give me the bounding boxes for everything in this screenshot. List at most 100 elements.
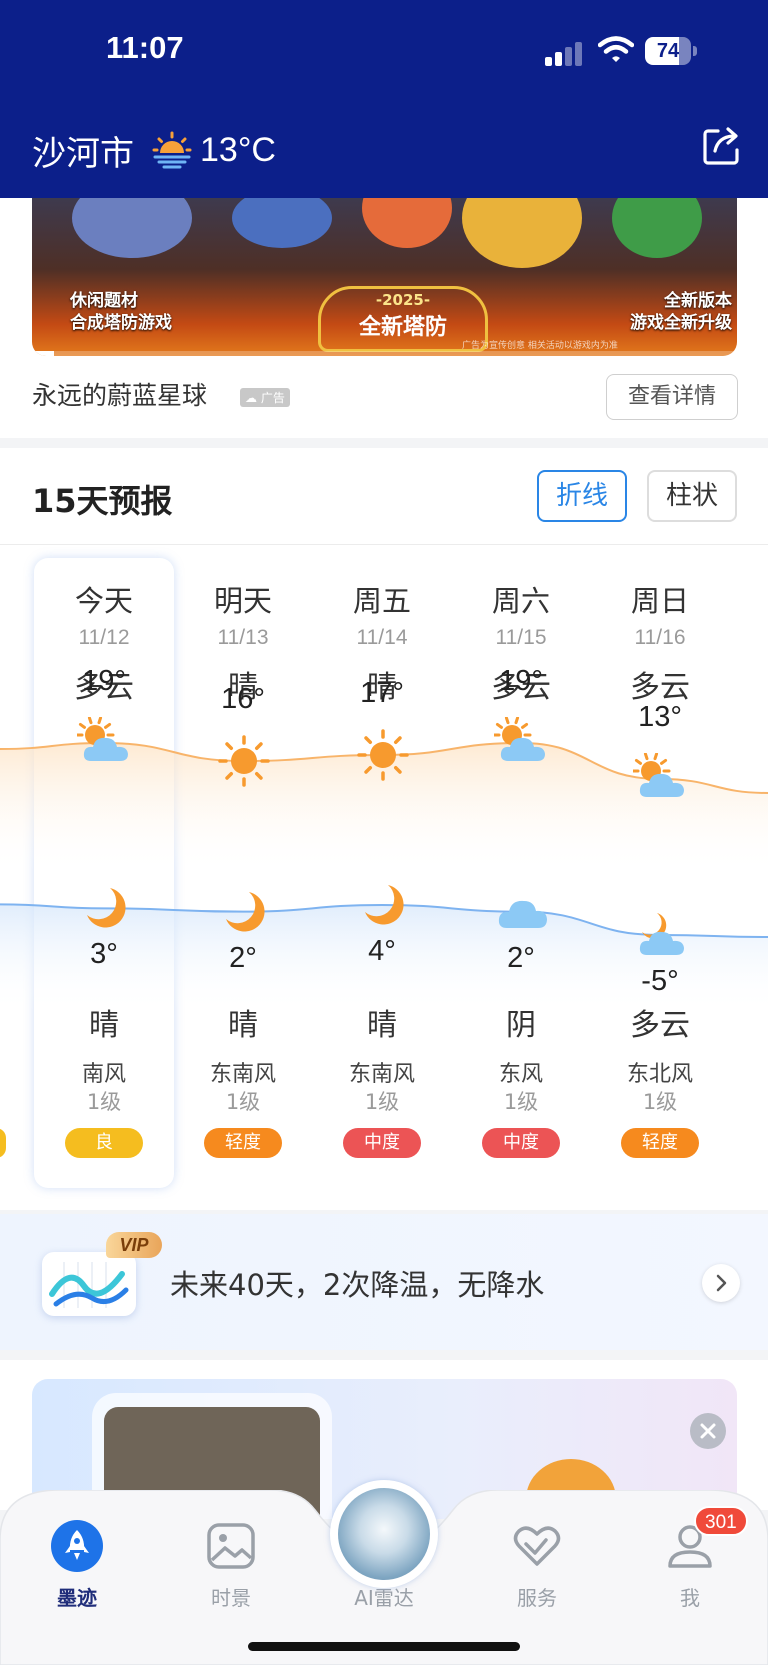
ad-left-text: 休闲题材 合成塔防游戏 [70,291,172,333]
status-time: 11:07 [106,30,184,65]
ad-tag: ☁ 广告 [240,388,290,407]
day-date: 11/15 [495,626,547,649]
wind-level: 1级 [364,1090,400,1114]
wind-level: 1级 [642,1090,678,1114]
city-name[interactable]: 沙河市 [32,133,134,174]
high-temp-area [0,743,768,874]
rocket-icon [51,1520,103,1572]
day-weather: 多云 [74,670,134,705]
long-term-trend[interactable]: VIP 未来40天，2次降温，无降水 [0,1214,768,1350]
night-weather: 阴 [506,1008,536,1043]
close-icon[interactable] [690,1413,726,1449]
wifi-icon [598,36,634,62]
heart-handshake-icon [511,1520,563,1572]
aqi-badge-edge [0,1128,6,1158]
moon-icon [355,879,411,931]
partly-cloudy-night-icon [633,909,689,961]
wind-level: 1级 [86,1090,122,1114]
low-temp-label: -5° [641,965,679,997]
tab-services[interactable]: 服务 [487,1520,587,1611]
aqi-badge: 轻度 [621,1128,699,1158]
sun-icon [355,729,411,781]
bar-chart-toggle[interactable]: 柱状 [647,470,737,522]
trend-chart-icon [42,1252,136,1316]
home-indicator [248,1642,520,1651]
app-header: 11:07 74 沙河市 13°C [0,0,768,198]
wind-direction: 东北风 [626,1062,693,1087]
moon-icon [216,886,272,938]
ad-right-text: 全新版本 游戏全新升级 [630,291,732,333]
divider [0,544,768,545]
night-weather: 晴 [228,1008,258,1043]
low-temp-label: 2° [229,941,257,974]
tab-label: 墨迹 [57,1586,97,1610]
tab-label: 服务 [517,1586,557,1610]
aqi-badge: 轻度 [204,1128,282,1158]
radar-icon [330,1480,438,1588]
day-weather: 多云 [630,670,690,705]
aqi-badge: 良 [65,1128,143,1158]
high-temp-label: 13° [638,701,682,733]
ad-name[interactable]: 永远的蔚蓝星球 [32,381,208,410]
user-icon [664,1520,716,1572]
tab-moji[interactable]: 墨迹 [27,1520,127,1611]
night-weather: 晴 [89,1008,119,1043]
day-weather: 晴 [367,670,397,705]
night-weather: 多云 [630,1008,690,1043]
tab-label: 时景 [211,1586,251,1610]
day-weather: 多云 [491,670,551,705]
forecast-title: 15天预报 [32,482,173,520]
wind-direction: 东风 [498,1062,543,1087]
day-weather: 晴 [228,670,258,705]
day-name: 周日 [630,584,689,618]
partly-cloudy-icon [492,716,550,769]
trend-summary[interactable]: 未来40天，2次降温，无降水 [170,1268,545,1302]
sun-icon [216,735,272,787]
tab-me[interactable]: 我 [640,1520,740,1611]
ad-banner[interactable]: 休闲题材 合成塔防游戏 -2025- 全新塔防 广告为宣传创意 相关活动以游戏内… [32,198,737,356]
notification-badge: 301 [694,1506,748,1536]
low-temp-label: 2° [507,941,535,974]
high-temp-label: 16° [221,683,265,715]
low-temp-label: 4° [368,935,396,967]
wind-direction: 东南风 [348,1062,415,1087]
picture-icon [205,1520,257,1572]
line-chart-toggle[interactable]: 折线 [537,470,627,522]
partly-cloudy-icon [631,752,689,805]
partly-cloudy-icon [75,716,133,769]
low-temp-area [0,904,768,1014]
wind-level: 1级 [225,1090,261,1114]
share-icon[interactable] [700,124,744,168]
day-date: 11/12 [78,626,130,649]
ad-fine-print: 广告为宣传创意 相关活动以游戏内为准 [462,341,618,351]
forecast-card: 15天预报 折线 柱状 今天 11/12 多云 19° 3° 晴 南风 [0,448,768,1210]
city-row[interactable]: 沙河市 13°C [32,125,276,175]
day-name: 周五 [352,584,411,618]
day-date: 11/13 [217,626,269,649]
tab-label: 我 [680,1586,700,1610]
cellular-signal-icon [545,40,585,66]
ad-detail-button[interactable]: 查看详情 [606,374,738,420]
day-date: 11/16 [634,626,686,649]
ad-progress [32,351,737,356]
low-temp-label: 3° [90,938,118,971]
current-temperature: 13°C [200,130,276,169]
day-name: 周六 [491,584,550,618]
wind-direction: 东南风 [209,1062,276,1087]
aqi-badge: 中度 [482,1128,560,1158]
tab-ai-radar[interactable]: AI雷达 [330,1480,438,1611]
day-name: 今天 [74,584,133,618]
high-temp-label: 19° [82,665,126,697]
vip-badge: VIP [106,1232,162,1258]
high-temp-label: 19° [499,665,543,697]
chevron-right-icon[interactable] [702,1264,740,1302]
sunrise-icon [152,131,192,169]
high-temp-label: 17° [360,677,404,709]
wind-level: 1级 [503,1090,539,1114]
battery-indicator: 74 [645,37,697,65]
ad-card[interactable]: 休闲题材 合成塔防游戏 -2025- 全新塔防 广告为宣传创意 相关活动以游戏内… [0,198,768,438]
moon-icon [77,882,133,934]
wind-direction: 南风 [81,1062,126,1087]
tab-shijing[interactable]: 时景 [181,1520,281,1611]
day-name: 明天 [213,584,272,618]
